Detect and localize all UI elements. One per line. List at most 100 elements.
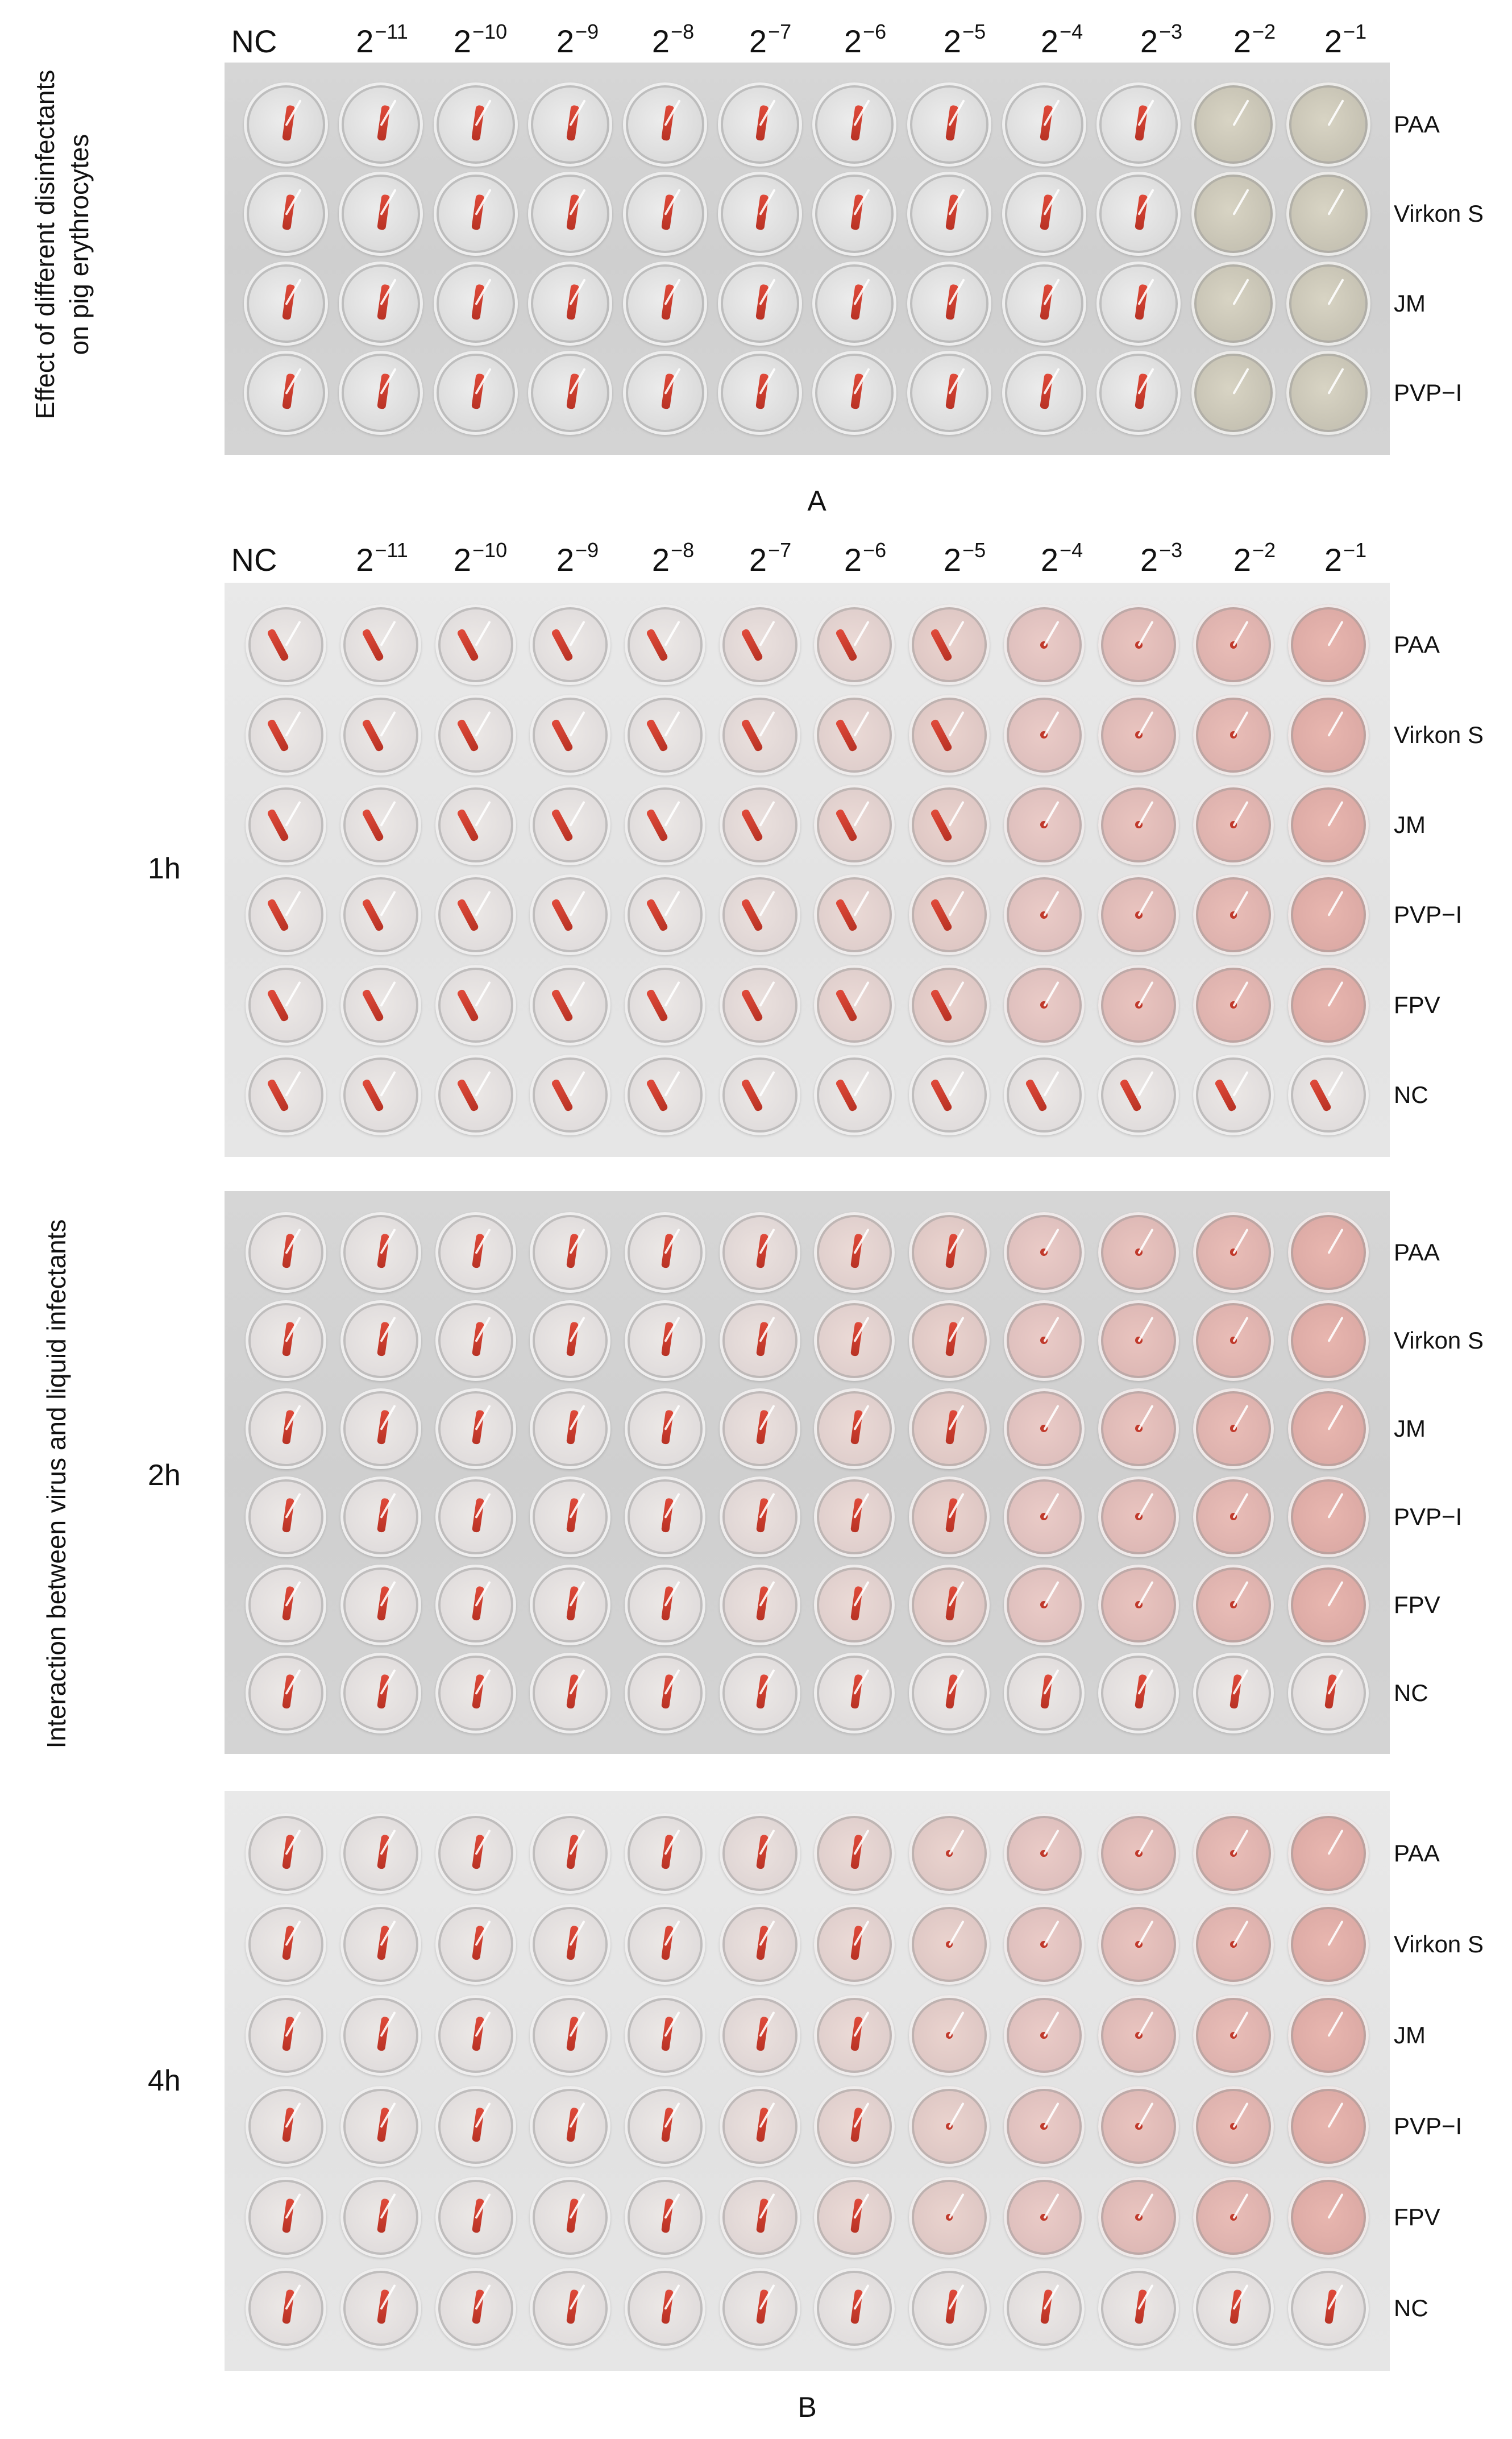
panel-b-column-base: NC — [231, 542, 277, 578]
plate-1h-well — [814, 694, 895, 775]
plate-4h-well-reflection — [1232, 2011, 1249, 2037]
panel-b-column-base: 2 — [844, 542, 862, 578]
panel-a-column-label: 2−7 — [749, 22, 791, 57]
plate-1h-well-reflection — [758, 1071, 775, 1097]
plate-2h-well-reflection — [1327, 1492, 1344, 1519]
plate-2h-row-label: PVP−I — [1394, 1503, 1463, 1530]
plate-1h-well-reflection — [569, 981, 585, 1007]
plate-1h-well — [1287, 604, 1369, 686]
panel-a-well — [907, 172, 991, 256]
plate-1h-well — [625, 604, 705, 686]
plate-1h-well-reflection — [1042, 621, 1060, 647]
plate-4h-well — [1193, 1995, 1274, 2076]
plate-2h-well-reflection — [1042, 1316, 1060, 1342]
panel-a-well — [528, 261, 613, 346]
panel-a-column-label: 2−1 — [1324, 22, 1366, 57]
plate-4h-well — [909, 1995, 990, 2076]
plate-1h-well-reflection — [758, 711, 775, 737]
plate-2h-well — [909, 1476, 990, 1557]
panel-a-well — [1002, 172, 1086, 256]
plate-1h-well — [1098, 784, 1179, 865]
panel-a-well — [812, 82, 897, 167]
panel-a-column-base: 2 — [556, 23, 575, 59]
plate-4h-well — [340, 1904, 421, 1985]
plate-1h-well — [719, 604, 800, 686]
plate-2h-well — [814, 1476, 895, 1557]
plate-1h-well — [1193, 604, 1274, 686]
panel-b-column-exponent: −5 — [962, 538, 986, 562]
plate-1h-well — [909, 964, 990, 1046]
plate-1h-well — [246, 784, 327, 865]
plate-1h-well-reflection — [1042, 891, 1060, 917]
plate-4h-well — [435, 2268, 516, 2349]
plate-4h-well — [814, 2086, 895, 2167]
plate-4h-well — [1287, 1995, 1369, 2076]
plate-1h-well-reflection — [758, 800, 775, 827]
plate-1h-well-reflection — [380, 891, 396, 917]
plate-2h-well — [1193, 1564, 1274, 1645]
plate-2h-well — [1287, 1300, 1369, 1381]
panel-a-column-exponent: −6 — [863, 20, 887, 43]
plate-1h-well — [909, 694, 990, 775]
plate-4h-well-reflection — [948, 1829, 965, 1855]
plate-2h-well — [1193, 1300, 1274, 1381]
plate-4h-well — [1098, 1904, 1179, 1985]
plate-1h-well-reflection — [1042, 1071, 1060, 1097]
plate-1h-well — [246, 604, 327, 686]
plate-4h-well — [530, 2086, 611, 2167]
plate-1h-well — [1003, 784, 1085, 865]
plate-2h-well — [1193, 1652, 1274, 1733]
plate-4h-well — [1098, 2086, 1179, 2167]
panel-a-well — [812, 261, 897, 346]
panel-a-well — [1096, 172, 1181, 256]
plate-1h-well — [530, 784, 611, 865]
panel-a-well — [339, 261, 423, 346]
plate-1h-well-reflection — [948, 1071, 965, 1097]
plate-2h-row-label: JM — [1394, 1415, 1426, 1442]
panel-b-column-label: 2−8 — [652, 540, 694, 576]
panel-a-column-exponent: −1 — [1343, 20, 1367, 43]
panel-a-well — [433, 172, 518, 256]
panel-a-column-label: 2−11 — [356, 22, 408, 57]
plate-2h-well-reflection — [1232, 1581, 1249, 1607]
panel-b-column-exponent: −10 — [472, 538, 508, 562]
panel-b-column-label: 2−4 — [1041, 540, 1083, 576]
panel-a-column-base: 2 — [356, 23, 374, 59]
panel-a-well-reflection — [1232, 99, 1249, 126]
panel-a-column-base: 2 — [1324, 23, 1343, 59]
plate-2h-well-reflection — [1042, 1492, 1060, 1519]
plate-4h-well-reflection — [1137, 2011, 1154, 2037]
plate-4h-well — [625, 1995, 705, 2076]
plate-1h-well — [1003, 964, 1085, 1046]
panel-a-well — [623, 82, 707, 167]
plate-4h-well — [719, 1995, 800, 2076]
plate-1h-well — [340, 604, 421, 686]
plate-1h-row-label: NC — [1394, 1081, 1428, 1108]
plate-4h-well — [625, 2177, 705, 2258]
plate-4h-well — [909, 1813, 990, 1894]
plate-1h-well-reflection — [1137, 891, 1154, 917]
plate-1h-well — [814, 1054, 895, 1135]
plate-1h-well — [530, 1054, 611, 1135]
plate-1h-well — [1003, 694, 1085, 775]
plate-2h-well — [1193, 1212, 1274, 1293]
panel-a-well — [244, 82, 329, 167]
plate-1h-time-label: 1h — [148, 852, 181, 885]
panel-a-well — [1002, 351, 1086, 435]
plate-1h-well — [719, 694, 800, 775]
plate-2h-well — [1003, 1652, 1085, 1733]
plate-4h-well — [340, 2177, 421, 2258]
plate-1h-well — [530, 604, 611, 686]
plate-1h-well — [1287, 874, 1369, 956]
panel-b-column-base: 2 — [356, 542, 374, 578]
plate-2h-well — [814, 1300, 895, 1381]
panel-b-column-label: 2−3 — [1140, 540, 1182, 576]
plate-4h-well — [814, 1813, 895, 1894]
panel-a-well — [1191, 261, 1276, 346]
plate-4h-well — [625, 1904, 705, 1985]
plate-4h-well — [246, 2177, 327, 2258]
plate-1h-well — [246, 964, 327, 1046]
panel-a-well — [1096, 261, 1181, 346]
plate-1h-well-reflection — [1327, 621, 1344, 647]
panel-a-column-label: 2−5 — [944, 22, 986, 57]
